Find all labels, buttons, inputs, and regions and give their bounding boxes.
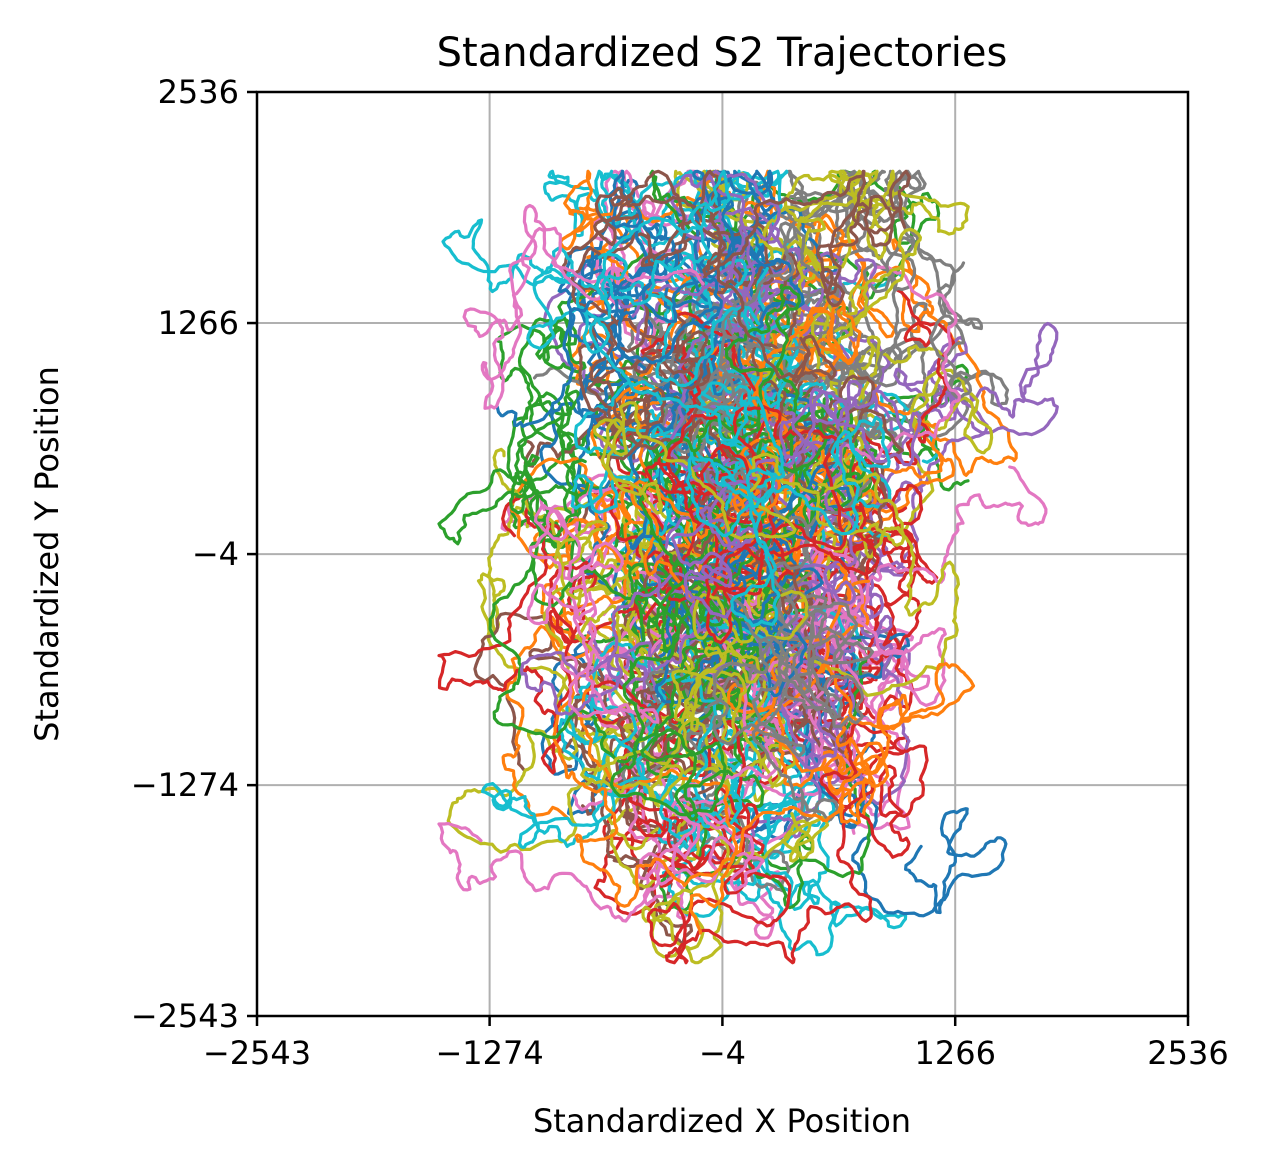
trajectory-line [462, 203, 705, 410]
y-tick-label: 1266 [158, 304, 239, 342]
y-tick-label: −2543 [131, 997, 239, 1035]
y-tick-label: −4 [192, 535, 239, 573]
ticks: −2543 −1274 −4 1266 2536 −2543 −1274 −4 1266 2536 [131, 73, 1229, 1072]
trajectory-line [495, 169, 723, 428]
trajectory-line [751, 479, 872, 822]
trajectory-line [646, 721, 929, 965]
trajectory-line [761, 169, 970, 355]
trajectory-line [588, 169, 891, 628]
trajectory-line [593, 169, 911, 384]
trajectory-line [670, 387, 922, 619]
trajectory-line [580, 589, 809, 808]
y-tick-label: −1274 [131, 766, 239, 804]
x-axis-label: Standardized X Position [533, 1102, 911, 1140]
trajectory-line [627, 174, 900, 473]
trajectory-line [552, 662, 976, 935]
trajectory-line [696, 221, 840, 708]
trajectory-line [526, 503, 660, 724]
y-tick-label: 2536 [158, 73, 239, 111]
trajectory-line [628, 456, 815, 914]
x-tick-label: −2543 [203, 1034, 311, 1072]
chart-title: Standardized S2 Trajectories [437, 30, 1008, 76]
x-tick-label: −4 [699, 1034, 746, 1072]
trajectory-line [630, 294, 862, 603]
trajectory-line [480, 641, 743, 853]
y-axis-label: Standardized Y Position [28, 366, 66, 742]
x-tick-label: 2536 [1147, 1034, 1228, 1072]
trajectory-line [712, 594, 875, 758]
trajectory-line [640, 311, 799, 603]
trajectory-line [592, 401, 906, 547]
plot-area [437, 169, 1059, 965]
trajectory-line [685, 379, 862, 770]
trajectory-line [571, 265, 962, 607]
x-tick-label: −1274 [435, 1034, 543, 1072]
trajectory-line [628, 169, 824, 705]
x-tick-label: 1266 [914, 1034, 995, 1072]
trajectory-line [437, 656, 825, 923]
